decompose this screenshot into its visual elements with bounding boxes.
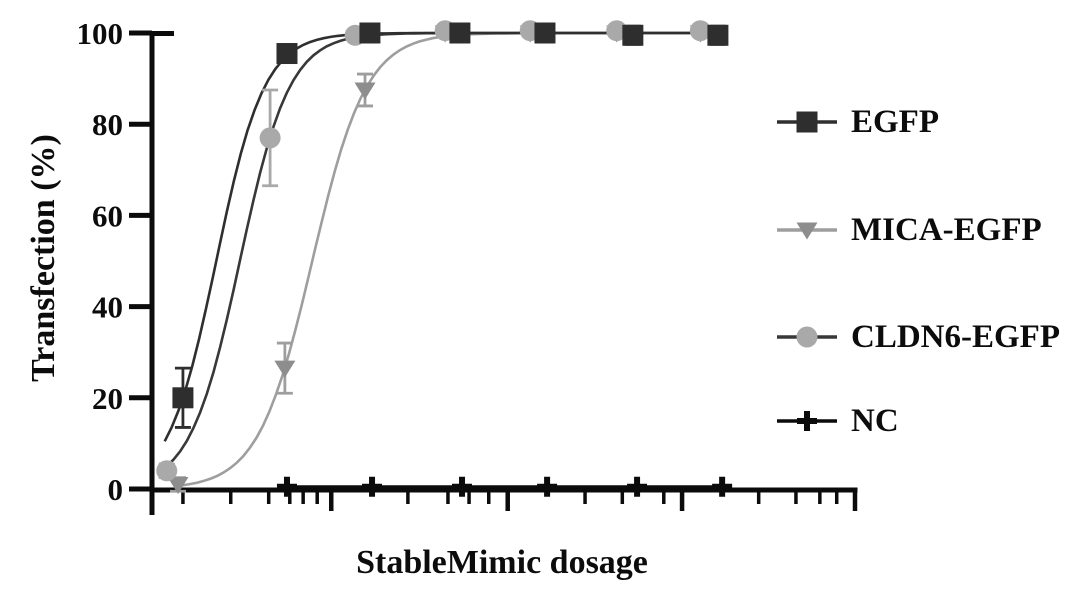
mica-egfp-fit-curve bbox=[177, 31, 701, 488]
nc-marker bbox=[537, 476, 558, 497]
legend-marker-glyph bbox=[796, 222, 818, 240]
nc-marker bbox=[276, 476, 297, 497]
y-tick-label: 0 bbox=[108, 472, 124, 507]
mica-egfp-legend-marker-icon bbox=[777, 222, 837, 240]
cldn6-egfp-marker bbox=[156, 460, 178, 482]
legend-item-mica-egfp: MICA-EGFP bbox=[775, 208, 1042, 252]
legend-label-egfp: EGFP bbox=[851, 103, 939, 140]
legend-item-cldn6-egfp: CLDN6-EGFP bbox=[775, 315, 1060, 359]
legend-item-egfp: EGFP bbox=[775, 100, 939, 144]
mica-egfp-marker bbox=[274, 360, 296, 378]
egfp-marker bbox=[449, 22, 471, 44]
egfp-fit-curve bbox=[163, 31, 718, 442]
legend-item-nc: NC bbox=[775, 399, 899, 443]
egfp-marker bbox=[276, 43, 298, 65]
legend-marker-glyph bbox=[796, 326, 818, 348]
egfp-marker bbox=[534, 22, 556, 44]
nc-marker bbox=[362, 476, 383, 497]
nc-legend-marker-icon bbox=[777, 411, 837, 431]
cldn6-egfp-marker bbox=[606, 20, 628, 42]
y-tick-label: 100 bbox=[77, 16, 124, 51]
y-tick-label: 60 bbox=[92, 198, 123, 233]
legend-marker-glyph bbox=[796, 111, 818, 133]
mica-egfp-marker bbox=[354, 82, 376, 100]
legend-label-nc: NC bbox=[851, 402, 899, 439]
egfp-marker bbox=[707, 24, 729, 46]
nc-marker bbox=[452, 476, 473, 497]
cldn6-egfp-fit-curve bbox=[165, 31, 701, 468]
nc-marker bbox=[712, 476, 733, 497]
legend-label-cldn6-egfp: CLDN6-EGFP bbox=[851, 318, 1060, 355]
plot-layer: 0 20 40 60 80 100 bbox=[77, 16, 858, 515]
legend-label-mica-egfp: MICA-EGFP bbox=[851, 211, 1042, 248]
egfp-marker bbox=[172, 387, 194, 409]
nc-marker bbox=[627, 476, 648, 497]
legend-marker-glyph bbox=[797, 411, 817, 431]
mica-egfp-marker bbox=[167, 476, 189, 494]
legend: EGFP MICA-EGFP CLDN6-EGFP NC bbox=[775, 0, 1065, 602]
egfp-legend-marker-icon bbox=[777, 111, 837, 133]
x-axis-title: StableMimic dosage bbox=[356, 544, 648, 581]
cldn6-egfp-marker bbox=[689, 20, 711, 42]
y-tick-label: 80 bbox=[92, 107, 123, 142]
y-axis-title: Transfection (%) bbox=[25, 134, 62, 382]
y-tick-label: 20 bbox=[92, 381, 123, 416]
y-tick-label: 40 bbox=[92, 290, 123, 325]
egfp-marker bbox=[622, 24, 644, 46]
cldn6-egfp-marker bbox=[259, 127, 281, 149]
egfp-marker bbox=[359, 22, 381, 44]
cldn6-egfp-legend-marker-icon bbox=[777, 326, 837, 348]
